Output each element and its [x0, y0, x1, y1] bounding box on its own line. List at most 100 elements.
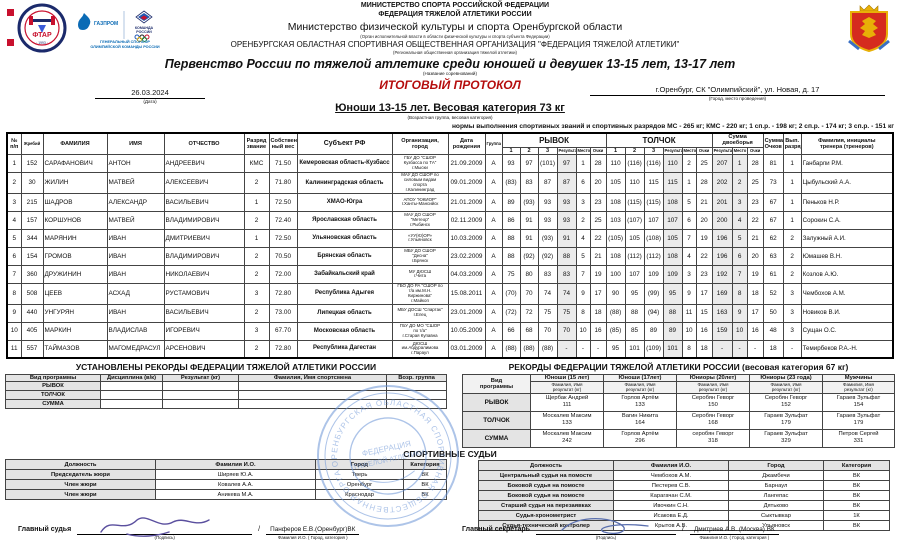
rs-col-agegroup: Возр. группа [386, 374, 447, 382]
coach-cell: Сущан О.С. [800, 321, 894, 341]
judge-city-cell: Лангепас [728, 490, 824, 501]
lot-cell: 30 [20, 172, 44, 194]
col-new-rank: Вып. разряд [782, 132, 802, 156]
total-cell: 202 [711, 172, 733, 194]
jerk-cell: 16 [695, 321, 713, 341]
judge-name-cell: Ширяев Ю.А. [155, 469, 316, 480]
competition-title: Первенство России по тяжелой атлетике ср… [164, 57, 736, 71]
organization-cell: ДЮСШ им.Абдуралимова г.Параул [391, 339, 449, 359]
athlete-row: 5 344 МАРЯНИН ИВАН ДМИТРИЕВИЧ 1 72.50 Ульяновск… [6, 228, 894, 248]
snatch-cell: 86 [501, 210, 521, 230]
snatch-cell: 18 [589, 303, 607, 323]
coat-of-arms [846, 3, 892, 58]
jerk-1: 1 [605, 146, 626, 156]
post-cell: Центральный судья на помосте [478, 470, 614, 481]
judge-category-cell: ВК [403, 469, 447, 480]
snatch-cell: 93 [537, 192, 558, 212]
jerk-cell: 11 [681, 303, 697, 323]
snatch-2: 2 [519, 146, 539, 156]
records-russia-title: РЕКОРДЫ ФЕДЕРАЦИИ ТЯЖЕЛОЙ АТЛЕТИКИ РОССИ… [508, 362, 849, 372]
jerk-cell: (88) [605, 303, 626, 323]
snatch-cell: 83 [537, 264, 558, 284]
coach-cell: Чембохов А.М. [800, 282, 894, 305]
athlete-row: 6 154 ГРОМОВ ИВАН ВЛАДИМИРОВИЧ 2 70.50 Брянская… [6, 246, 894, 266]
ministry-line: МИНИСТЕРСТВО СПОРТА РОССИЙСКОЙ ФЕДЕРАЦИИ [360, 2, 550, 9]
patronymic-cell: ВЛАДИМИРОВИЧ [163, 210, 245, 230]
snatch-cell: 70 [537, 321, 558, 341]
chief-secretary-signature-block: Главный секретарь (Подпись) / Дмитриев А… [462, 512, 779, 540]
bodyweight-cell: 72.40 [268, 210, 298, 230]
snatch-cell: 72 [519, 303, 539, 323]
record-holder-cell: Гараев Зульфат 179 [749, 410, 823, 430]
athlete-row: 7 360 ДРУЖИНИН ИВАН НИКОЛАЕВИЧ 2 72.00 Забайкал… [6, 264, 894, 284]
birthdate-cell: 03.01.2009 [447, 339, 486, 359]
record-set-row: ТОЛЧОК [5, 390, 447, 400]
bodyweight-cell: 72.00 [268, 264, 298, 284]
chief-judge-name: Панферов Е.В.(Оренбург)ВК [266, 526, 360, 535]
points-cell: 81 [762, 154, 784, 174]
surname-cell: КОРШУНОВ [42, 210, 108, 230]
razryad-cell: 2 [243, 210, 270, 230]
total-cell: 159 [711, 321, 733, 341]
bodyweight-cell: 71.80 [268, 172, 298, 194]
athlete-row: 11 557 ТАЙМАЗОВ МАГОМЕДРАСУЛ АРСЕНОВИЧ 2 72.80… [6, 339, 894, 359]
judge-name-cell: Ивочкин С.Н. [613, 500, 729, 511]
rs-col-type: Вид программы [5, 374, 101, 382]
jerk-result: Результат [662, 146, 683, 156]
judge-city-cell: Джамбечи [728, 470, 824, 481]
snatch-cell: (70) [501, 282, 521, 305]
record-value-cell [238, 381, 387, 391]
birthdate-cell: 21.01.2009 [447, 192, 486, 212]
records-set-title: УСТАНОВЛЕНЫ РЕКОРДЫ ФЕДЕРАЦИИ ТЯЖЕЛОЙ АТ… [75, 362, 377, 372]
surname-cell: МАРКИН [42, 321, 108, 341]
col-patronymic: ОТЧЕСТВО [163, 132, 245, 156]
col-num: № п/п [6, 132, 22, 156]
rr-group-boys15: Юноши (15 лет) [530, 374, 604, 382]
snatch-cell: 25 [589, 210, 607, 230]
jerk-cell: 88 [624, 303, 645, 323]
coach-cell: Юмашев В.Н. [800, 246, 894, 266]
total-cell: 8 [731, 282, 748, 305]
snatch-cell: - [575, 339, 591, 359]
birthdate-cell: 23.01.2009 [447, 303, 486, 323]
record-russia-row: РЫВОК Щербак Андрей 111 Горлов Артём 133 Се… [462, 392, 895, 412]
achieved-rank-cell: 1 [782, 210, 802, 230]
snatch-cell: 88 [556, 246, 577, 266]
region-cell: Ульяновская область [296, 228, 393, 248]
birthdate-cell: 02.11.2009 [447, 210, 486, 230]
snatch-cell: 91 [519, 228, 539, 248]
sponsor-line1: ГЕНЕРАЛЬНЫЙ СПОНСОР [100, 40, 150, 44]
points-cell: 50 [762, 303, 784, 323]
patronymic-cell: ИГОРЕВИЧ [163, 321, 245, 341]
judge-name-cell: Чембохов А.М. [613, 470, 729, 481]
snatch-cell: 66 [501, 321, 521, 341]
athlete-row: 10 405 МАРКИН ВЛАДИСЛАВ ИГОРЕВИЧ 3 67.70 Москов… [6, 321, 894, 341]
jerk-cell: 105 [624, 228, 645, 248]
rank-cell: 6 [6, 246, 22, 266]
competition-title-label: (Название соревнований) [423, 71, 477, 76]
total-cell: 201 [711, 192, 733, 212]
record-value-cell [386, 390, 447, 400]
razryad-cell: КМС [243, 154, 270, 174]
surname-cell: УНГУРЯН [42, 303, 108, 323]
ftar-logo: ФТАР · 1993 · [7, 3, 67, 53]
jerk-cell: 5 [681, 192, 697, 212]
birthdate-cell: 23.02.2009 [447, 246, 486, 266]
organization-cell: МАУ ДО СШОР "Метеор" г.Рыбинск [391, 210, 449, 230]
group-cell: А [484, 154, 503, 174]
razryad-cell: 3 [243, 321, 270, 341]
snatch-result: Результат [556, 146, 577, 156]
record-value-cell [100, 399, 163, 409]
jl-col-post: Должность [5, 459, 156, 470]
name-label: Фамилия И.О. ( Город, категория ) [699, 535, 770, 540]
sign-label: (Подпись) [154, 535, 175, 540]
sponsor-line2: ОЛИМПИЙСКОЙ КОМАНДЫ РОССИИ [90, 44, 160, 49]
birthdate-cell: 04.03.2009 [447, 264, 486, 284]
record-holder-cell: Горлов Артём 296 [603, 428, 677, 448]
jerk-cell: 108 [662, 192, 683, 212]
date-label: (Дата) [143, 99, 157, 104]
jerk-cell: 89 [662, 321, 683, 341]
snatch-cell: 93 [556, 192, 577, 212]
rr-group-men: Мужчины [822, 374, 895, 382]
region-cell: Липецкая область [296, 303, 393, 323]
